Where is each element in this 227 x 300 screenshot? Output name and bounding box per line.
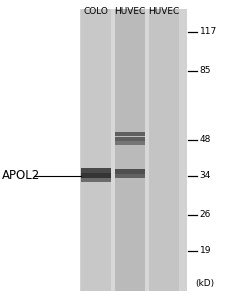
Bar bbox=[81, 178, 110, 182]
Bar bbox=[79, 9, 186, 291]
Bar bbox=[149, 9, 178, 291]
Text: (kD): (kD) bbox=[194, 279, 213, 288]
Text: 48: 48 bbox=[199, 135, 210, 144]
Text: HUVEC: HUVEC bbox=[114, 8, 145, 16]
Bar bbox=[115, 9, 144, 291]
Bar bbox=[115, 169, 144, 174]
Bar bbox=[115, 132, 144, 136]
Text: APOL2: APOL2 bbox=[2, 169, 40, 182]
Bar bbox=[110, 9, 115, 291]
Text: 85: 85 bbox=[199, 66, 210, 75]
Bar bbox=[115, 141, 144, 145]
Text: 19: 19 bbox=[199, 246, 210, 255]
Bar bbox=[81, 168, 110, 173]
Bar bbox=[81, 173, 110, 178]
Bar bbox=[144, 9, 149, 291]
Text: 34: 34 bbox=[199, 171, 210, 180]
Bar bbox=[81, 9, 110, 291]
Text: 26: 26 bbox=[199, 210, 210, 219]
Bar bbox=[115, 174, 144, 178]
Bar bbox=[115, 136, 144, 140]
Text: HUVEC: HUVEC bbox=[148, 8, 179, 16]
Text: 117: 117 bbox=[199, 27, 216, 36]
Text: COLO: COLO bbox=[83, 8, 108, 16]
